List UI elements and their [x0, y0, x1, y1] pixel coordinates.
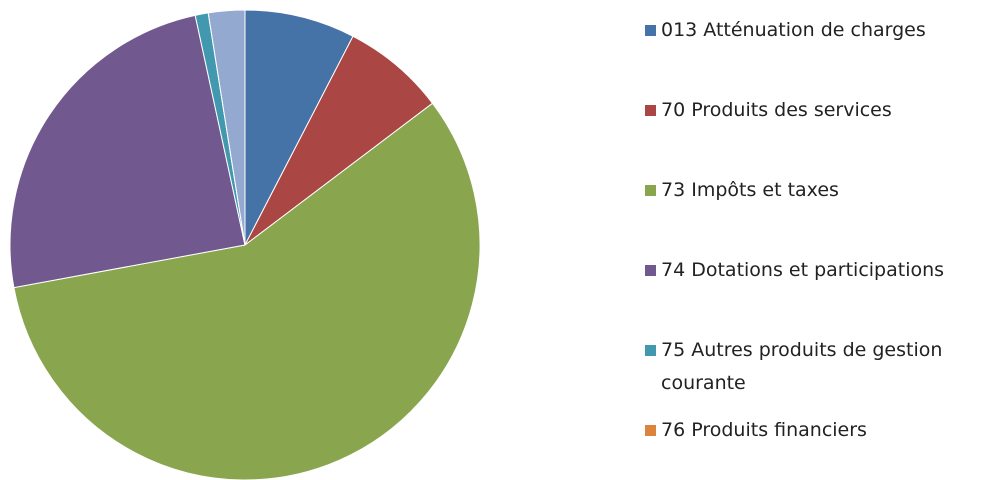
pie-area — [9, 9, 481, 480]
legend-item: 74 Dotations et participations — [645, 254, 980, 287]
pie-slice — [244, 9, 354, 246]
legend-label: 76 Produits financiers — [661, 419, 867, 441]
pie-slice — [244, 35, 434, 246]
legend-label: 75 Autres produits de gestion courante — [661, 339, 943, 394]
legend-label: 013 Atténuation de charges — [661, 19, 926, 41]
legend-item: 73 Impôts et taxes — [645, 174, 980, 207]
legend-swatch — [645, 425, 656, 436]
pie-slice — [13, 102, 481, 480]
legend-item: 013 Atténuation de charges — [645, 14, 980, 47]
legend-swatch — [645, 265, 656, 276]
legend-swatch — [645, 25, 656, 36]
pie-slice — [9, 14, 246, 289]
legend-swatch — [645, 345, 656, 356]
legend-swatch — [645, 185, 656, 196]
legend-swatch — [645, 105, 656, 116]
legend-label: 73 Impôts et taxes — [661, 179, 839, 201]
legend-label: 70 Produits des services — [661, 99, 892, 121]
pie-slice — [207, 9, 246, 246]
legend-item: 70 Produits des services — [645, 94, 980, 127]
legend-label: 74 Dotations et participations — [661, 259, 945, 281]
legend-item: 75 Autres produits de gestion courante — [645, 334, 980, 400]
legend-item: 76 Produits financiers — [645, 414, 980, 447]
